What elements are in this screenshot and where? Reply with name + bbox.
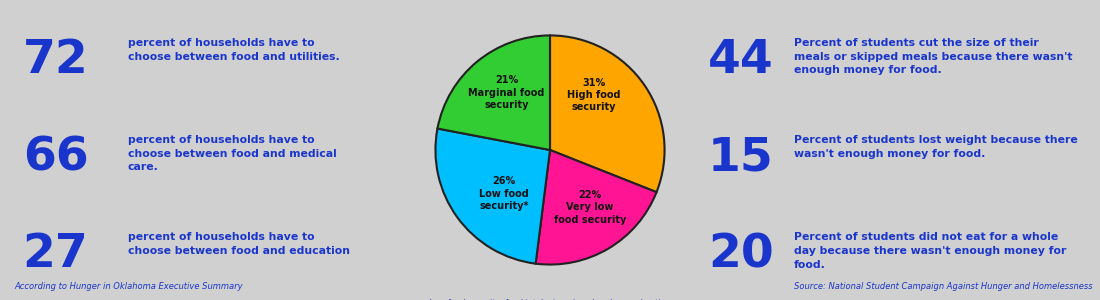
Text: 31%
High food
security: 31% High food security	[566, 78, 620, 112]
Text: Percent of students lost weight because there
wasn't enough money for food.: Percent of students lost weight because …	[793, 135, 1077, 159]
Text: 22%
Very low
food security: 22% Very low food security	[554, 190, 626, 225]
Text: 26%
Low food
security*: 26% Low food security*	[480, 176, 529, 211]
Text: 66: 66	[23, 135, 88, 180]
Text: 27: 27	[23, 232, 88, 277]
Wedge shape	[438, 35, 550, 150]
Text: 72: 72	[23, 38, 88, 83]
Text: Source: National Student Campaign Against Hunger and Homelessness: Source: National Student Campaign Agains…	[793, 282, 1092, 291]
Text: 15: 15	[708, 135, 773, 180]
Text: 20: 20	[708, 232, 773, 277]
Text: According to Hunger in Oklahoma Executive Summary: According to Hunger in Oklahoma Executiv…	[15, 282, 243, 291]
Text: percent of households have to
choose between food and medical
care.: percent of households have to choose bet…	[128, 135, 337, 172]
Text: percent of households have to
choose between food and education: percent of households have to choose bet…	[128, 232, 350, 256]
Text: 21%
Marginal food
security: 21% Marginal food security	[469, 75, 544, 110]
Text: Low food security: food intake is reduced and normal eating
patterns are disrupt: Low food security: food intake is reduce…	[429, 299, 671, 300]
Text: 44: 44	[708, 38, 773, 83]
Wedge shape	[436, 128, 550, 264]
Wedge shape	[550, 35, 664, 192]
Text: percent of households have to
choose between food and utilities.: percent of households have to choose bet…	[128, 38, 340, 62]
Text: Percent of students did not eat for a whole
day because there wasn't enough mone: Percent of students did not eat for a wh…	[793, 232, 1066, 269]
Wedge shape	[536, 150, 657, 265]
Text: Percent of students cut the size of their
meals or skipped meals because there w: Percent of students cut the size of thei…	[793, 38, 1072, 76]
